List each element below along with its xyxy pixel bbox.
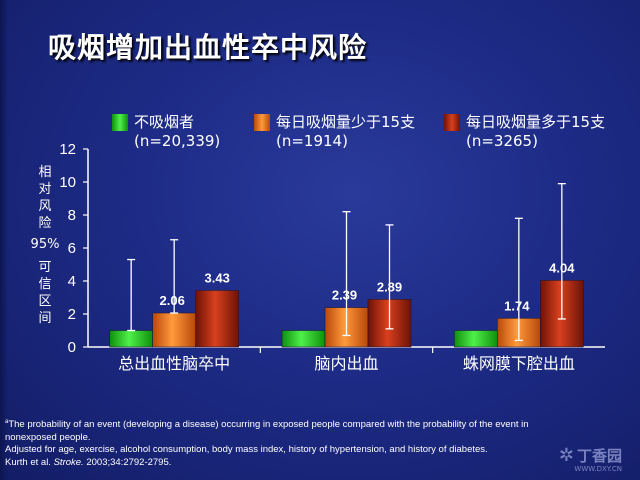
y-tick-label: 0 xyxy=(68,339,76,356)
bar xyxy=(195,290,239,348)
bar xyxy=(109,330,153,348)
ylabel-ci-level: 95% xyxy=(30,237,60,252)
legend-n-heavy-smoker: (n=3265) xyxy=(466,132,538,150)
data-label: 4.04 xyxy=(549,260,575,275)
ylabel-char: 风 xyxy=(38,199,52,214)
bar xyxy=(152,312,196,348)
footnote-marker: a xyxy=(5,419,9,425)
data-label: 3.43 xyxy=(205,270,230,285)
x-category-label: 总出血性脑卒中 xyxy=(118,354,230,373)
footnote-line-2: nonexposed people. xyxy=(5,431,91,443)
bar xyxy=(454,330,498,348)
legend-n-nonsmoker: (n=20,339) xyxy=(134,132,221,150)
data-label: 1.74 xyxy=(504,298,530,313)
x-category-label: 脑内出血 xyxy=(314,354,378,373)
watermark-url: WWW.DXY.CN xyxy=(574,465,622,473)
citation-details: 2003;34:2792-2795. xyxy=(83,456,172,468)
legend-item-heavy-smoker: 每日吸烟量多于15支 (n=3265) xyxy=(444,113,605,151)
y-tick-label: 6 xyxy=(68,240,76,257)
data-label: 2.89 xyxy=(377,279,402,294)
footnote-line-3: Adjusted for age, exercise, alcohol cons… xyxy=(5,444,488,456)
watermark-logo-icon: ✲ xyxy=(558,445,574,466)
ylabel-char: 区 xyxy=(38,294,52,309)
citation-journal: Stroke. xyxy=(53,456,84,468)
y-tick-label: 12 xyxy=(59,141,76,158)
ylabel-char: 可 xyxy=(38,260,52,275)
ylabel-char: 信 xyxy=(38,277,52,292)
data-label: 2.39 xyxy=(332,288,357,303)
legend-label-nonsmoker: 不吸烟者 xyxy=(134,113,195,131)
legend-swatch-nonsmoker xyxy=(112,114,128,131)
watermark-text: 丁香园 xyxy=(576,447,622,465)
y-tick-label: 10 xyxy=(59,174,76,191)
data-label: 2.06 xyxy=(160,293,185,308)
legend-label-heavy-smoker: 每日吸烟量多于15支 xyxy=(466,113,606,131)
legend-item-nonsmoker: 不吸烟者 (n=20,339) xyxy=(112,113,220,151)
citation-authors: Kurth et al. xyxy=(5,456,54,468)
ylabel-char: 相 xyxy=(38,165,52,180)
ylabel-char: 间 xyxy=(38,311,52,326)
legend-swatch-light-smoker xyxy=(254,114,270,131)
legend-label-light-smoker: 每日吸烟量少于15支 xyxy=(276,113,416,131)
x-category-label: 蛛网膜下腔出血 xyxy=(463,354,575,373)
y-tick-label: 8 xyxy=(68,207,76,224)
footnote: aThe probability of an event (developing… xyxy=(5,416,625,469)
legend-item-light-smoker: 每日吸烟量少于15支 (n=1914) xyxy=(254,113,415,151)
y-tick-label: 2 xyxy=(68,306,76,323)
legend-swatch-heavy-smoker xyxy=(444,114,460,131)
watermark: ✲ 丁香园 WWW.DXY.CN xyxy=(558,445,622,473)
y-axis-label: 相 对 风 险 95% 可 信 区 间 xyxy=(28,164,62,327)
left-edge-shade xyxy=(0,0,8,480)
ylabel-char: 险 xyxy=(38,216,52,231)
footnote-line-1: The probability of an event (developing … xyxy=(8,419,529,431)
slide-title: 吸烟增加出血性卒中风险 xyxy=(48,31,368,64)
y-tick-label: 4 xyxy=(68,273,76,290)
ylabel-char: 对 xyxy=(38,182,52,197)
bar xyxy=(281,330,326,348)
legend-n-light-smoker: (n=1914) xyxy=(276,132,348,150)
